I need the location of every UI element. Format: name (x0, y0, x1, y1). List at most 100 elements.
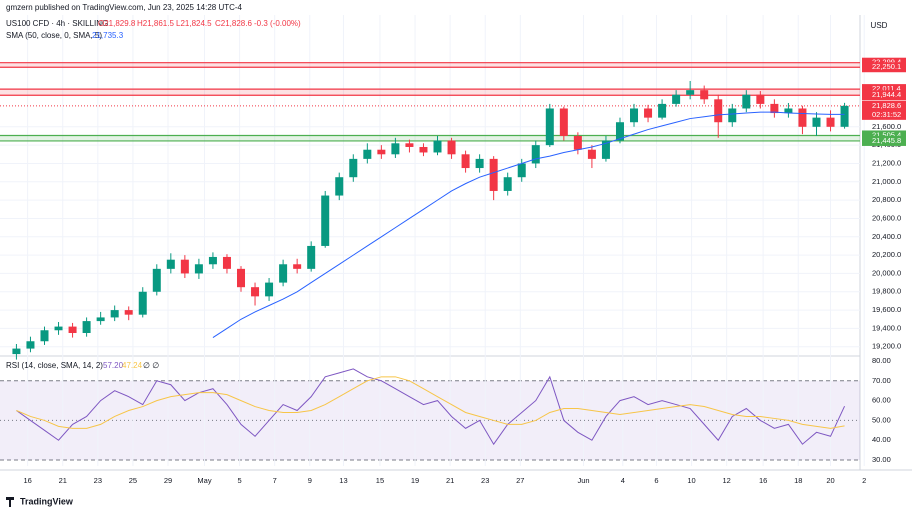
candle-body (475, 158, 484, 169)
y-tick-label: 30.00 (872, 455, 891, 464)
candle-body (742, 94, 751, 109)
ohlc-label: O21,829.8 (98, 19, 136, 28)
candle-body (237, 268, 246, 288)
price-badge-label: 22,011.4 (872, 84, 901, 93)
y-tick-label: 40.00 (872, 435, 891, 444)
candle-body (40, 330, 49, 342)
x-tick-label: 2 (862, 476, 866, 485)
candle-body (54, 326, 63, 331)
candle-body (405, 143, 414, 147)
legend-value: 57.20 (103, 361, 124, 370)
y-tick-label: 70.00 (872, 376, 891, 385)
x-tick-label: 7 (273, 476, 277, 485)
legend-title: US100 CFD · 4h · SKILLING (6, 19, 108, 28)
candle-body (686, 90, 695, 95)
candle-body (672, 94, 681, 104)
y-tick-label: 21,000.0 (872, 177, 901, 186)
ohlc-label: -0.3 (-0.00%) (254, 19, 301, 28)
price-badge-label: 22,299.4 (872, 58, 901, 67)
price-badge (862, 90, 906, 101)
last-price-label: 21,828.6 (872, 101, 901, 110)
candle-body (152, 268, 161, 292)
x-tick-label: 9 (308, 476, 312, 485)
y-tick-label: 20,800.0 (872, 195, 901, 204)
candle-body (12, 348, 21, 355)
series-line (16, 376, 845, 429)
candle-body (377, 149, 386, 155)
candle-body (433, 140, 442, 153)
ohlc-label: L21,824.5 (176, 19, 212, 28)
price-badge (862, 84, 906, 95)
x-tick-label: 18 (794, 476, 802, 485)
candle-body (531, 145, 540, 164)
x-tick-label: 23 (94, 476, 102, 485)
candle-body (714, 99, 723, 123)
candle-body (194, 264, 203, 274)
candle-body (349, 158, 358, 178)
candle-body (630, 108, 639, 123)
legend-name: SMA (50, close, 0, SMA, 5) (6, 31, 102, 40)
price-badge (862, 62, 906, 73)
x-tick-label: 21 (59, 476, 67, 485)
candle-body (812, 117, 821, 127)
y-tick-label: 20,200.0 (872, 250, 901, 259)
x-tick-label: 10 (687, 476, 695, 485)
y-tick-label: 21,600.0 (872, 122, 901, 131)
candle-body (559, 108, 568, 136)
candle-body (489, 158, 498, 191)
candle-body (419, 146, 428, 153)
candle-body (251, 287, 260, 297)
x-tick-label: 19 (411, 476, 419, 485)
x-tick-label: 13 (339, 476, 347, 485)
candle-body (124, 310, 133, 315)
y-tick-label: 19,200.0 (872, 342, 901, 351)
x-tick-label: 21 (446, 476, 454, 485)
y-tick-label: 50.00 (872, 415, 891, 424)
y-tick-label: 20,000.0 (872, 268, 901, 277)
candle-body (110, 310, 119, 318)
ohlc-label: C21,828.6 (215, 19, 252, 28)
x-tick-label: 4 (621, 476, 625, 485)
candle-body (658, 103, 667, 118)
price-badge-label: 22,250.1 (872, 62, 901, 71)
series-line (212, 111, 845, 339)
y-tick-label: 20,600.0 (872, 213, 901, 222)
legend-extra: ∅ ∅ (143, 361, 159, 370)
x-tick-label: 16 (23, 476, 31, 485)
price-badge (862, 130, 906, 141)
y-tick-label: 20,400.0 (872, 232, 901, 241)
candle-body (573, 135, 582, 150)
logo (6, 497, 14, 507)
legend-value: 47.24 (122, 361, 143, 370)
candle-body (826, 117, 835, 127)
candle-body (26, 341, 35, 349)
y-tick-label: 19,600.0 (872, 305, 901, 314)
footer: TradingView (20, 496, 74, 506)
zone (0, 62, 860, 68)
candle-body (335, 177, 344, 196)
price-badge-label: 21,944.4 (872, 90, 901, 99)
candle-body (503, 177, 512, 191)
candle-body (601, 140, 610, 159)
candle-body (82, 321, 91, 334)
candle-body (644, 108, 653, 118)
y-tick-label: 19,400.0 (872, 323, 901, 332)
candle-body (517, 163, 526, 178)
ohlc-label: H21,861.5 (137, 19, 174, 28)
candle-body (447, 140, 456, 155)
candle-body (279, 264, 288, 283)
y-tick-label: 60.00 (872, 396, 891, 405)
x-tick-label: 29 (164, 476, 172, 485)
candle-body (68, 326, 77, 334)
candle-body (700, 90, 709, 100)
x-tick-label: 15 (376, 476, 384, 485)
candle-body (784, 108, 793, 114)
candle-body (307, 245, 316, 269)
candle-body (840, 105, 849, 127)
candle-body (222, 256, 231, 269)
candle-body (138, 291, 147, 315)
candle-body (96, 317, 105, 322)
countdown: 02:31:52 (872, 110, 901, 119)
x-tick-label: 6 (654, 476, 658, 485)
